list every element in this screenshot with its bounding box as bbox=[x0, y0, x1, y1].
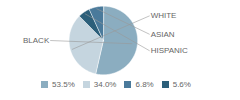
html-text:34.0%: 34.0% bbox=[93, 80, 117, 89]
svg-text:BLACK: BLACK bbox=[23, 36, 50, 45]
html-text:5.6%: 5.6% bbox=[172, 80, 191, 89]
svg-text:WHITE: WHITE bbox=[151, 11, 177, 20]
svg-text:ASIAN: ASIAN bbox=[151, 30, 175, 39]
html-text:53.5%: 53.5% bbox=[52, 80, 75, 89]
html-text:6.8%: 6.8% bbox=[135, 80, 154, 89]
svg-text:HISPANIC: HISPANIC bbox=[151, 46, 188, 55]
